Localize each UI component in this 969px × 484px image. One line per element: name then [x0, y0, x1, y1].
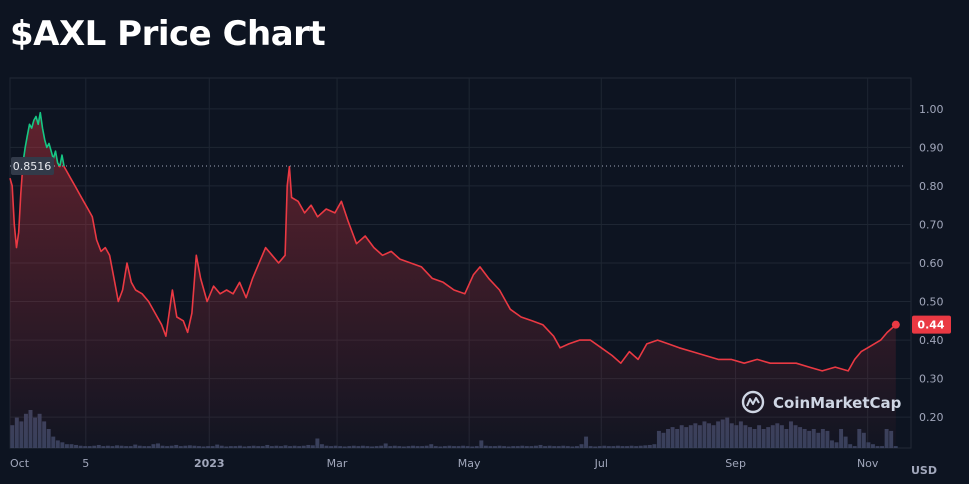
y-axis-labels: 1.00 0.90 0.80 0.70 0.60 0.50 0.40 0.30 0.20 [919, 103, 944, 424]
y-tick-label: 0.50 [919, 296, 944, 309]
x-tick-label: Nov [857, 457, 879, 470]
current-price-label: 0.44 [917, 319, 944, 332]
reference-label: 0.8516 [11, 157, 54, 176]
y-tick-label: 1.00 [919, 103, 944, 116]
price-line-below-reference [9, 166, 897, 372]
x-tick-label: Sep [725, 457, 746, 470]
coinmarketcap-watermark: CoinMarketCap [741, 390, 902, 414]
currency-label: USD [911, 464, 937, 477]
x-tick-label: May [458, 457, 481, 470]
current-price-badge: 0.44 [912, 315, 951, 334]
y-tick-label: 0.60 [919, 257, 944, 270]
current-price-dot [891, 320, 900, 329]
x-tick-label: Jul [594, 457, 608, 470]
y-tick-label: 0.20 [919, 411, 944, 424]
x-tick-label: 5 [82, 457, 89, 470]
reference-label-text: 0.8516 [13, 160, 52, 173]
x-tick-label: Oct [10, 457, 30, 470]
y-tick-label: 0.90 [919, 141, 944, 154]
price-area-fill [10, 112, 896, 448]
x-tick-label: Mar [327, 457, 348, 470]
coinmarketcap-logo-mark [746, 397, 760, 407]
x-axis-labels: Oct 5 2023 Mar May Jul Sep Nov [10, 457, 879, 470]
y-tick-label: 0.80 [919, 180, 944, 193]
y-tick-label: 0.30 [919, 373, 944, 386]
y-tick-label: 0.70 [919, 218, 944, 231]
reference-label-box [11, 157, 54, 176]
price-line-above-reference [21, 111, 290, 167]
x-tick-label: 2023 [194, 457, 225, 470]
coinmarketcap-logo-icon [741, 390, 765, 414]
coinmarketcap-wordmark: CoinMarketCap [773, 394, 902, 412]
page-title: $AXL Price Chart [10, 14, 326, 54]
y-tick-label: 0.40 [919, 334, 944, 347]
current-price-box [912, 315, 951, 334]
